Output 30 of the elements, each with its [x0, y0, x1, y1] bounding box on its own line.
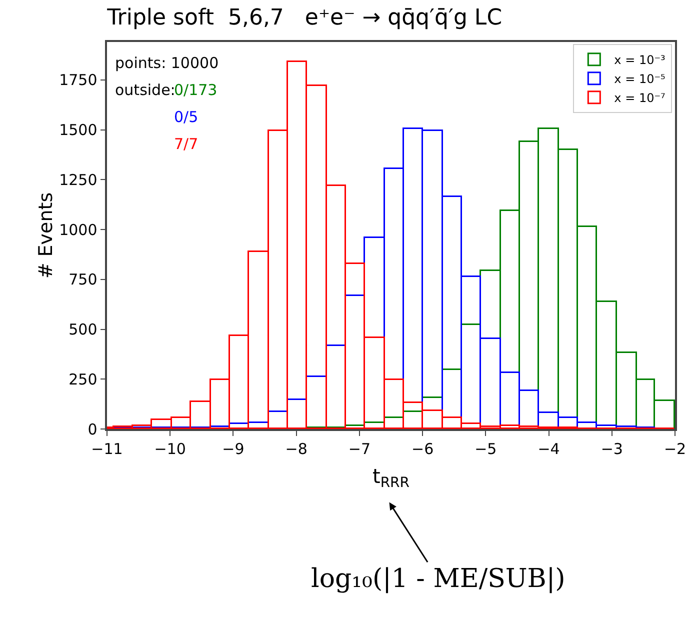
- y-tick-label: 1250: [59, 170, 98, 189]
- annotation: points: 10000: [115, 54, 219, 72]
- y-tick-label: 0: [88, 420, 98, 438]
- y-tick-label: 1750: [59, 71, 98, 90]
- x-tick-label: −5: [474, 440, 497, 458]
- x-tick-label: −10: [154, 440, 186, 458]
- annotation: 7/7: [174, 135, 198, 153]
- y-tick-label: 750: [68, 270, 98, 289]
- x-tick-label: −7: [348, 440, 371, 458]
- legend-label: x = 10⁻⁵: [614, 72, 666, 86]
- x-tick-label: −6: [411, 440, 434, 458]
- y-axis-title: # Events: [35, 192, 58, 279]
- y-tick-label: 1500: [59, 121, 98, 140]
- x-tick-label: −4: [538, 440, 560, 458]
- y-tick-label: 500: [68, 320, 98, 339]
- x-tick-label: −8: [285, 440, 308, 458]
- legend-label: x = 10⁻³: [614, 53, 666, 68]
- x-axis-title: t$_{RRR}$: [372, 464, 410, 491]
- y-tick-label: 1000: [59, 220, 98, 239]
- x-tick-label: −9: [222, 440, 244, 458]
- x-tick-label: −3: [600, 440, 623, 458]
- annotation: outside:: [115, 81, 176, 99]
- x-tick-label: −2: [664, 440, 686, 458]
- legend-label: x = 10⁻⁷: [614, 91, 666, 106]
- y-tick-label: 250: [68, 370, 98, 388]
- x-tick-label: −11: [91, 440, 123, 458]
- text: log₁₀(|1 - ME/SUB|): [311, 564, 566, 594]
- annotation: 0/5: [174, 108, 198, 126]
- annotation: 0/173: [174, 81, 218, 99]
- chart-title: Triple soft 5,6,7 e⁺e⁻ → qq̄q′q̄′g LC: [106, 6, 502, 31]
